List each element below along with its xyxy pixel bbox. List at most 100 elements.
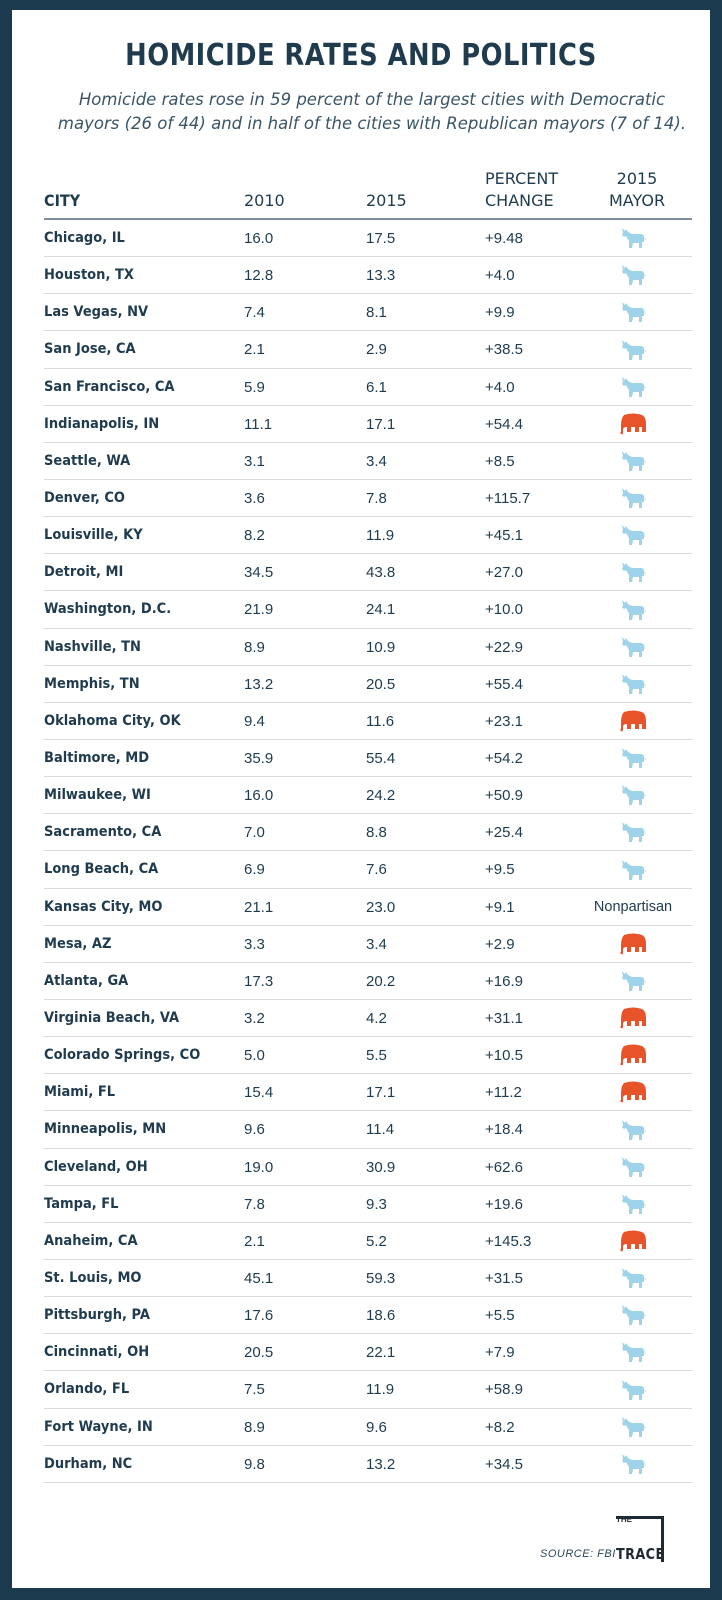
- row-city: Seattle, WA: [44, 452, 131, 469]
- row-city: Washington, D.C.: [44, 601, 172, 618]
- header-mayor-line2: MAYOR: [608, 191, 666, 210]
- table-row: Virginia Beach, VA 3.2 4.2 +31.1: [44, 1000, 692, 1038]
- donkey-icon: [574, 1149, 692, 1186]
- donkey-icon: [574, 777, 692, 814]
- row-city: Long Beach, CA: [44, 861, 159, 878]
- row-2015-value: 9.3: [366, 1195, 387, 1213]
- row-2010-value: 7.4: [244, 304, 265, 322]
- table-row: Washington, D.C. 21.9 24.1 +10.0: [44, 591, 692, 629]
- donkey-icon: [574, 963, 692, 1000]
- donkey-icon: [574, 740, 692, 777]
- row-percent-change: +9.48: [485, 230, 523, 247]
- table-row: Durham, NC 9.8 13.2 +34.5: [44, 1446, 692, 1483]
- header-2010: 2010: [244, 191, 285, 210]
- row-2015-value: 17.1: [366, 415, 396, 433]
- row-2015-value: 3.4: [366, 935, 387, 953]
- row-2015-value: 17.1: [366, 1084, 396, 1102]
- row-percent-change: +22.9: [485, 638, 523, 656]
- row-percent-change: +115.7: [485, 489, 531, 507]
- row-2015-value: 55.4: [366, 749, 396, 767]
- table-row: Denver, CO 3.6 7.8 +115.7: [44, 480, 692, 518]
- row-2015-value: 23.0: [366, 898, 396, 916]
- row-2010-value: 9.6: [244, 1121, 265, 1139]
- row-2010-value: 16.0: [244, 787, 274, 805]
- row-2010-value: 9.8: [244, 1455, 265, 1473]
- header-percent-change: PERCENT CHANGE: [485, 168, 558, 212]
- row-2015-value: 11.6: [366, 712, 395, 730]
- donkey-icon: [574, 294, 692, 331]
- table-row: Houston, TX 12.8 13.3 +4.0: [44, 257, 692, 295]
- elephant-icon: [574, 926, 692, 963]
- table-row: Baltimore, MD 35.9 55.4 +54.2: [44, 740, 692, 778]
- table-row: Oklahoma City, OK 9.4 11.6 +23.1: [44, 703, 692, 740]
- infographic-card: HOMICIDE RATES AND POLITICS Homicide rat…: [12, 10, 710, 1588]
- header-2015: 2015: [366, 191, 407, 210]
- row-2010-value: 8.9: [244, 1418, 265, 1436]
- row-city: Durham, NC: [44, 1455, 133, 1472]
- table-row: Cincinnati, OH 20.5 22.1 +7.9: [44, 1334, 692, 1372]
- row-2015-value: 8.1: [366, 304, 387, 322]
- row-city: Cincinnati, OH: [44, 1344, 150, 1361]
- row-percent-change: +4.0: [485, 378, 515, 396]
- table-row: Kansas City, MO 21.1 23.0 +9.1 Nonpartisan: [44, 889, 692, 926]
- row-2010-value: 45.1: [244, 1269, 274, 1287]
- table-row: Indianapolis, IN 11.1 17.1 +54.4: [44, 406, 692, 443]
- row-2015-value: 2.9: [366, 341, 387, 359]
- row-percent-change: +19.6: [485, 1195, 523, 1213]
- donkey-icon: [574, 1409, 692, 1446]
- row-2015-value: 5.5: [366, 1047, 387, 1065]
- row-city: Minneapolis, MN: [44, 1121, 167, 1138]
- row-city: Cleveland, OH: [44, 1158, 148, 1175]
- row-2010-value: 3.1: [244, 452, 265, 470]
- page-subtitle: Homicide rates rose in 59 percent of the…: [57, 90, 687, 133]
- row-2010-value: 5.0: [244, 1047, 265, 1065]
- row-2010-value: 12.8: [244, 267, 274, 285]
- donkey-icon: [574, 1186, 692, 1223]
- row-2010-value: 5.9: [244, 378, 265, 396]
- row-2010-value: 8.2: [244, 527, 265, 545]
- row-city: Mesa, AZ: [44, 935, 112, 952]
- row-city: Orlando, FL: [44, 1381, 130, 1398]
- row-2010-value: 20.5: [244, 1344, 274, 1362]
- source-note: SOURCE: FBI: [540, 1548, 616, 1560]
- row-percent-change: +4.0: [485, 267, 515, 285]
- row-percent-change: +23.1: [485, 712, 523, 730]
- row-city: Milwaukee, WI: [44, 787, 151, 804]
- row-2010-value: 8.9: [244, 638, 265, 656]
- row-2015-value: 3.4: [366, 452, 387, 470]
- row-city: Indianapolis, IN: [44, 415, 160, 432]
- row-city: Las Vegas, NV: [44, 304, 149, 321]
- donkey-icon: [574, 220, 692, 257]
- table-body: Chicago, IL 16.0 17.5 +9.48 Houston, TX 12.8 1…: [44, 220, 692, 1483]
- row-2015-value: 10.9: [366, 638, 396, 656]
- row-percent-change: +9.9: [485, 304, 515, 322]
- table-row: Detroit, MI 34.5 43.8 +27.0: [44, 554, 692, 592]
- table-header: CITY 2010 2015 PERCENT CHANGE 2015 MAYOR: [44, 160, 692, 220]
- row-2010-value: 3.3: [244, 935, 265, 953]
- row-city: Chicago, IL: [44, 230, 125, 246]
- row-percent-change: +54.2: [485, 749, 523, 767]
- header-city: CITY: [44, 191, 81, 210]
- donkey-icon: [574, 517, 692, 554]
- row-percent-change: +25.4: [485, 824, 523, 842]
- table-row: Atlanta, GA 17.3 20.2 +16.9: [44, 963, 692, 1000]
- table-row: Minneapolis, MN 9.6 11.4 +18.4: [44, 1111, 692, 1149]
- donkey-icon: [574, 1371, 692, 1408]
- donkey-icon: [574, 554, 692, 591]
- donkey-icon: [574, 369, 692, 406]
- donkey-icon: [574, 1297, 692, 1334]
- row-percent-change: +45.1: [485, 527, 523, 545]
- row-mayor-text: Nonpartisan: [593, 898, 673, 915]
- row-2010-value: 3.6: [244, 489, 265, 507]
- row-city: Baltimore, MD: [44, 749, 150, 766]
- row-percent-change: +2.9: [485, 935, 515, 953]
- elephant-icon: [574, 1000, 692, 1037]
- row-city: Oklahoma City, OK: [44, 712, 181, 729]
- row-2010-value: 7.0: [244, 824, 265, 842]
- table-row: Orlando, FL 7.5 11.9 +58.9: [44, 1371, 692, 1409]
- the-trace-logo: THE TRACE: [616, 1516, 664, 1562]
- row-city: Pittsburgh, PA: [44, 1307, 150, 1324]
- row-city: Houston, TX: [44, 267, 134, 284]
- donkey-icon: [574, 1446, 692, 1483]
- row-percent-change: +8.5: [485, 452, 515, 470]
